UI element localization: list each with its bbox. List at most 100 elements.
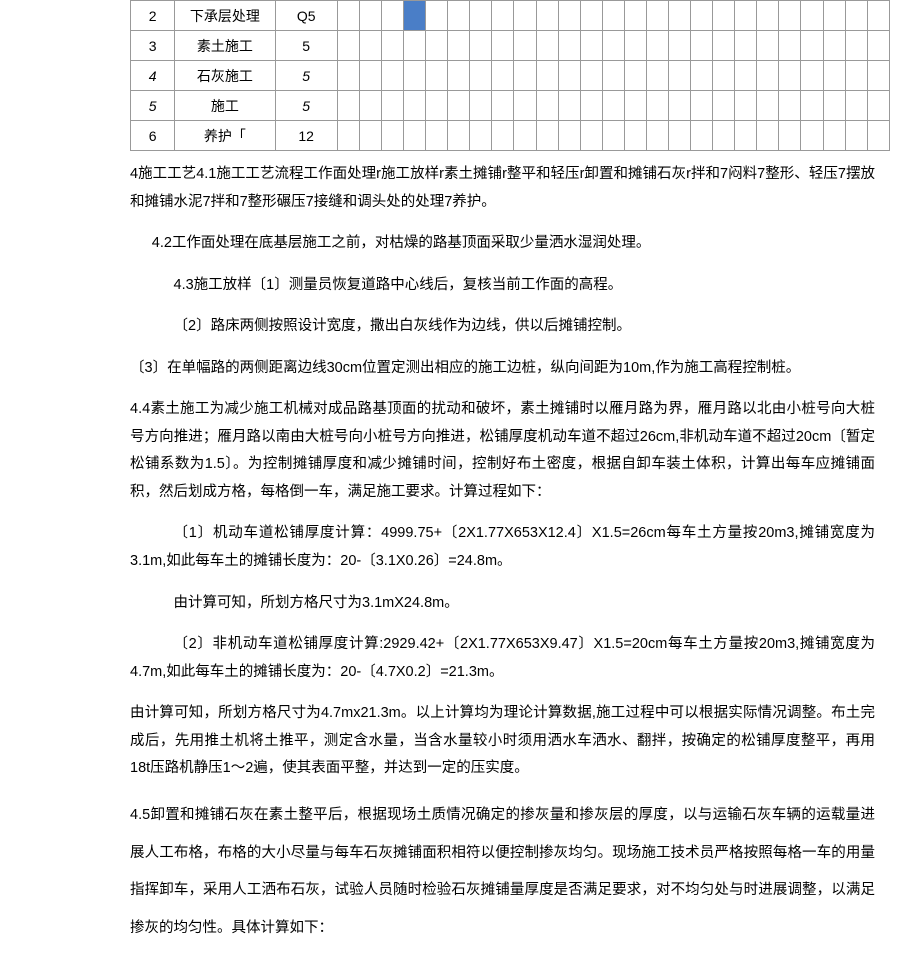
gantt-cell <box>514 61 536 91</box>
gantt-cell <box>381 1 403 31</box>
gantt-cell <box>558 121 580 151</box>
gantt-cell <box>558 31 580 61</box>
gantt-cell <box>492 31 514 61</box>
gantt-cell <box>624 31 646 61</box>
gantt-cell <box>381 91 403 121</box>
gantt-cell <box>536 91 558 121</box>
gantt-cell <box>779 61 801 91</box>
paragraph-4-intro: 4施工工艺4.1施工工艺流程工作面处理r施工放样r素土摊铺r整平和轻压r卸置和摊… <box>130 161 875 216</box>
paragraph-4-3: 4.3施工放样〔1〕测量员恢复道路中心线后，复核当前工作面的高程。 <box>130 272 875 300</box>
gantt-cell <box>448 91 470 121</box>
gantt-cell <box>757 61 779 91</box>
gantt-cell <box>536 61 558 91</box>
gantt-cell <box>779 31 801 61</box>
gantt-cell <box>757 121 779 151</box>
gantt-cell <box>580 121 602 151</box>
gantt-cell <box>337 31 359 61</box>
gantt-cell <box>646 91 668 121</box>
gantt-cell <box>691 121 713 151</box>
gantt-cell <box>359 61 381 91</box>
gantt-cell <box>823 121 845 151</box>
row-number: 6 <box>131 121 175 151</box>
gantt-table-container: 2下承层处理Q53素土施工54石灰施工55施工56养护「12 <box>130 0 890 151</box>
gantt-cell <box>492 61 514 91</box>
gantt-cell <box>580 61 602 91</box>
gantt-cell <box>823 1 845 31</box>
row-number: 3 <box>131 31 175 61</box>
gantt-cell <box>801 61 823 91</box>
paragraph-4-5: 4.5卸置和摊铺石灰在素土整平后，根据现场土质情况确定的掺灰量和掺灰层的厚度，以… <box>130 797 875 948</box>
gantt-cell <box>514 31 536 61</box>
gantt-cell <box>448 1 470 31</box>
row-label: 素土施工 <box>175 31 275 61</box>
gantt-cell <box>691 31 713 61</box>
table-row: 4石灰施工5 <box>131 61 890 91</box>
gantt-cell <box>668 91 690 121</box>
gantt-cell <box>823 91 845 121</box>
gantt-cell <box>426 1 448 31</box>
gantt-cell <box>757 91 779 121</box>
table-row: 5施工5 <box>131 91 890 121</box>
gantt-cell <box>337 91 359 121</box>
gantt-cell <box>845 31 867 61</box>
gantt-cell <box>757 1 779 31</box>
gantt-cell <box>580 91 602 121</box>
gantt-cell <box>713 91 735 121</box>
gantt-cell <box>624 61 646 91</box>
gantt-cell <box>713 31 735 61</box>
gantt-cell <box>470 91 492 121</box>
gantt-cell <box>646 1 668 31</box>
gantt-cell <box>426 121 448 151</box>
gantt-cell <box>668 31 690 61</box>
gantt-cell <box>359 1 381 31</box>
gantt-cell <box>602 91 624 121</box>
gantt-cell <box>337 1 359 31</box>
gantt-cell <box>404 31 426 61</box>
gantt-cell <box>536 121 558 151</box>
gantt-cell <box>735 1 757 31</box>
gantt-cell <box>381 31 403 61</box>
paragraph-4-4-calc2: 〔2〕非机动车道松铺厚度计算:2929.42+〔2X1.77X653X9.47〕… <box>130 631 875 686</box>
gantt-cell <box>404 61 426 91</box>
gantt-cell <box>624 1 646 31</box>
gantt-cell <box>845 61 867 91</box>
gantt-cell <box>602 1 624 31</box>
gantt-cell <box>691 61 713 91</box>
row-value: 5 <box>275 91 337 121</box>
gantt-cell <box>713 1 735 31</box>
gantt-cell <box>337 121 359 151</box>
table-row: 6养护「12 <box>131 121 890 151</box>
gantt-cell <box>713 121 735 151</box>
gantt-cell <box>337 61 359 91</box>
gantt-cell <box>404 91 426 121</box>
gantt-cell <box>448 121 470 151</box>
gantt-cell <box>624 121 646 151</box>
row-number: 5 <box>131 91 175 121</box>
gantt-cell <box>492 91 514 121</box>
gantt-cell <box>735 91 757 121</box>
gantt-cell <box>381 121 403 151</box>
gantt-cell <box>757 31 779 61</box>
gantt-cell <box>713 61 735 91</box>
gantt-cell <box>801 1 823 31</box>
row-label: 施工 <box>175 91 275 121</box>
gantt-cell <box>668 121 690 151</box>
gantt-cell <box>801 31 823 61</box>
gantt-cell <box>668 1 690 31</box>
paragraph-4-3-3: 〔3〕在单幅路的两侧距离边线30cm位置定测出相应的施工边桩，纵向间距为10m,… <box>130 355 875 383</box>
gantt-cell <box>867 31 889 61</box>
gantt-cell <box>867 61 889 91</box>
row-value: Q5 <box>275 1 337 31</box>
gantt-cell <box>779 91 801 121</box>
gantt-cell <box>845 91 867 121</box>
gantt-cell <box>646 121 668 151</box>
gantt-cell <box>646 31 668 61</box>
row-number: 2 <box>131 1 175 31</box>
gantt-cell <box>426 31 448 61</box>
table-row: 2下承层处理Q5 <box>131 1 890 31</box>
row-label: 下承层处理 <box>175 1 275 31</box>
paragraph-4-4-result2: 由计算可知，所划方格尺寸为4.7mx21.3m。以上计算均为理论计算数据,施工过… <box>130 700 875 783</box>
gantt-cell <box>823 61 845 91</box>
gantt-cell <box>580 31 602 61</box>
gantt-table: 2下承层处理Q53素土施工54石灰施工55施工56养护「12 <box>130 0 890 151</box>
